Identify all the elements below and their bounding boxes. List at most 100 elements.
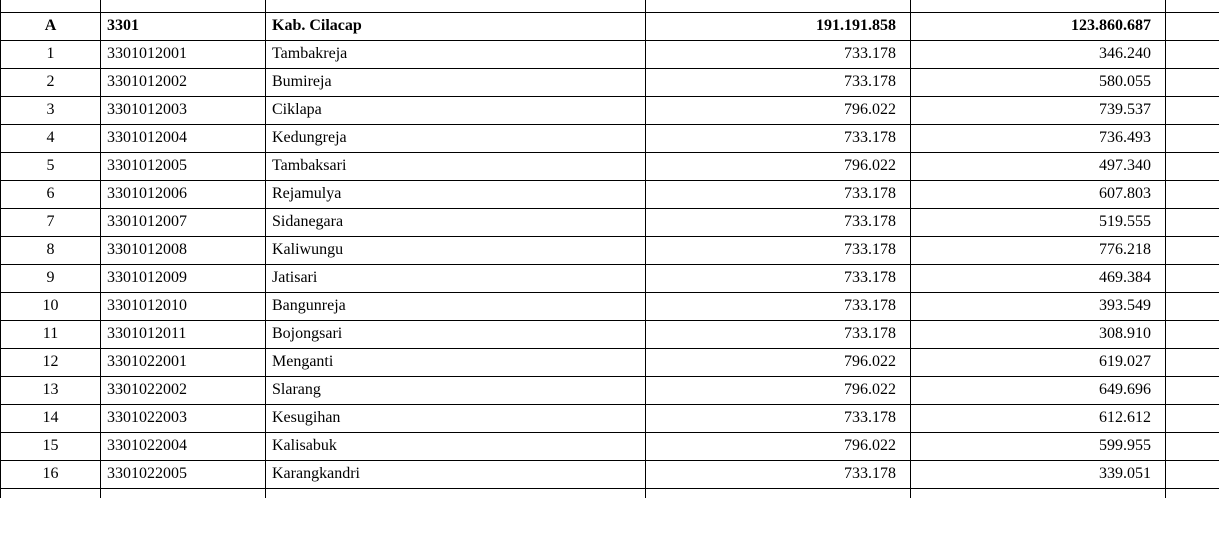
cell-tail — [1166, 208, 1219, 236]
table-row: 10 3301012010 Bangunreja 733.178 393.549 — [1, 292, 1219, 320]
cell-code: 3301012009 — [101, 264, 266, 292]
table-row-partial-top — [1, 0, 1219, 12]
table-row: 2 3301012002 Bumireja 733.178 580.055 — [1, 68, 1219, 96]
cell-code: 3301012002 — [101, 68, 266, 96]
cell-code: 3301022004 — [101, 432, 266, 460]
cell-code: 3301022003 — [101, 404, 266, 432]
cell-val1: 733.178 — [646, 460, 911, 488]
cell-val2: 497.340 — [911, 152, 1166, 180]
cell-name: Karangkandri — [266, 460, 646, 488]
cell-val1: 733.178 — [646, 292, 911, 320]
cell-no: 16 — [1, 460, 101, 488]
cell-name: Tambaksari — [266, 152, 646, 180]
cell-val2: 393.549 — [911, 292, 1166, 320]
cell-val2: 607.803 — [911, 180, 1166, 208]
cell-code: 3301022005 — [101, 460, 266, 488]
cell-val1: 733.178 — [646, 40, 911, 68]
cell-val1: 796.022 — [646, 432, 911, 460]
cell-name — [266, 0, 646, 12]
cell-val1: 733.178 — [646, 208, 911, 236]
table-row: 7 3301012007 Sidanegara 733.178 519.555 — [1, 208, 1219, 236]
table-row: 12 3301022001 Menganti 796.022 619.027 — [1, 348, 1219, 376]
cell-val2: 346.240 — [911, 40, 1166, 68]
table-row: 16 3301022005 Karangkandri 733.178 339.0… — [1, 460, 1219, 488]
cell-no: 7 — [1, 208, 101, 236]
cell-val1: 796.022 — [646, 348, 911, 376]
cell-tail — [1166, 376, 1219, 404]
cell-val2: 580.055 — [911, 68, 1166, 96]
table-row-header: A 3301 Kab. Cilacap 191.191.858 123.860.… — [1, 12, 1219, 40]
table-row-partial-bottom — [1, 488, 1219, 498]
cell-no: 14 — [1, 404, 101, 432]
cell-no: A — [1, 12, 101, 40]
cell-tail — [1166, 96, 1219, 124]
cell-code: 3301012001 — [101, 40, 266, 68]
cell-name: Bumireja — [266, 68, 646, 96]
cell-code: 3301012005 — [101, 152, 266, 180]
cell-no: 9 — [1, 264, 101, 292]
table-body: A 3301 Kab. Cilacap 191.191.858 123.860.… — [1, 0, 1219, 498]
cell-no: 3 — [1, 96, 101, 124]
cell-name: Kedungreja — [266, 124, 646, 152]
table-row: 5 3301012005 Tambaksari 796.022 497.340 — [1, 152, 1219, 180]
cell-val1: 733.178 — [646, 68, 911, 96]
cell-val2: 123.860.687 — [911, 12, 1166, 40]
cell-no: 8 — [1, 236, 101, 264]
cell-code — [101, 488, 266, 498]
cell-tail — [1166, 264, 1219, 292]
table-row: 8 3301012008 Kaliwungu 733.178 776.218 — [1, 236, 1219, 264]
table-row: 3 3301012003 Ciklapa 796.022 739.537 — [1, 96, 1219, 124]
cell-no: 11 — [1, 320, 101, 348]
cell-name: Kaliwungu — [266, 236, 646, 264]
cell-tail — [1166, 236, 1219, 264]
cell-no: 6 — [1, 180, 101, 208]
cell-tail — [1166, 488, 1219, 498]
cell-code: 3301022002 — [101, 376, 266, 404]
cell-no: 10 — [1, 292, 101, 320]
cell-val2: 339.051 — [911, 460, 1166, 488]
cell-tail — [1166, 0, 1219, 12]
cell-no — [1, 0, 101, 12]
cell-val1: 733.178 — [646, 404, 911, 432]
table-row: 11 3301012011 Bojongsari 733.178 308.910 — [1, 320, 1219, 348]
cell-no: 13 — [1, 376, 101, 404]
cell-name: Rejamulya — [266, 180, 646, 208]
cell-val1: 191.191.858 — [646, 12, 911, 40]
cell-no — [1, 488, 101, 498]
cell-tail — [1166, 320, 1219, 348]
table-row: 1 3301012001 Tambakreja 733.178 346.240 — [1, 40, 1219, 68]
cell-name: Bojongsari — [266, 320, 646, 348]
cell-val2: 612.612 — [911, 404, 1166, 432]
cell-no: 12 — [1, 348, 101, 376]
cell-tail — [1166, 12, 1219, 40]
cell-tail — [1166, 124, 1219, 152]
cell-val2: 776.218 — [911, 236, 1166, 264]
cell-tail — [1166, 68, 1219, 96]
cell-code: 3301012003 — [101, 96, 266, 124]
cell-name: Bangunreja — [266, 292, 646, 320]
cell-val2: 599.955 — [911, 432, 1166, 460]
cell-code: 3301012011 — [101, 320, 266, 348]
cell-code: 3301012008 — [101, 236, 266, 264]
table-row: 15 3301022004 Kalisabuk 796.022 599.955 — [1, 432, 1219, 460]
cell-val2: 739.537 — [911, 96, 1166, 124]
cell-tail — [1166, 40, 1219, 68]
table-row: 14 3301022003 Kesugihan 733.178 612.612 — [1, 404, 1219, 432]
cell-no: 2 — [1, 68, 101, 96]
cell-tail — [1166, 180, 1219, 208]
table-row: 13 3301022002 Slarang 796.022 649.696 — [1, 376, 1219, 404]
cell-val1: 733.178 — [646, 264, 911, 292]
cell-no: 5 — [1, 152, 101, 180]
cell-no: 15 — [1, 432, 101, 460]
cell-code: 3301012004 — [101, 124, 266, 152]
cell-val1: 733.178 — [646, 124, 911, 152]
data-table: A 3301 Kab. Cilacap 191.191.858 123.860.… — [0, 0, 1219, 498]
cell-code: 3301022001 — [101, 348, 266, 376]
cell-val1: 796.022 — [646, 96, 911, 124]
table-row: 9 3301012009 Jatisari 733.178 469.384 — [1, 264, 1219, 292]
cell-tail — [1166, 432, 1219, 460]
cell-name: Tambakreja — [266, 40, 646, 68]
cell-val2: 649.696 — [911, 376, 1166, 404]
cell-val1: 796.022 — [646, 376, 911, 404]
cell-code: 3301012007 — [101, 208, 266, 236]
